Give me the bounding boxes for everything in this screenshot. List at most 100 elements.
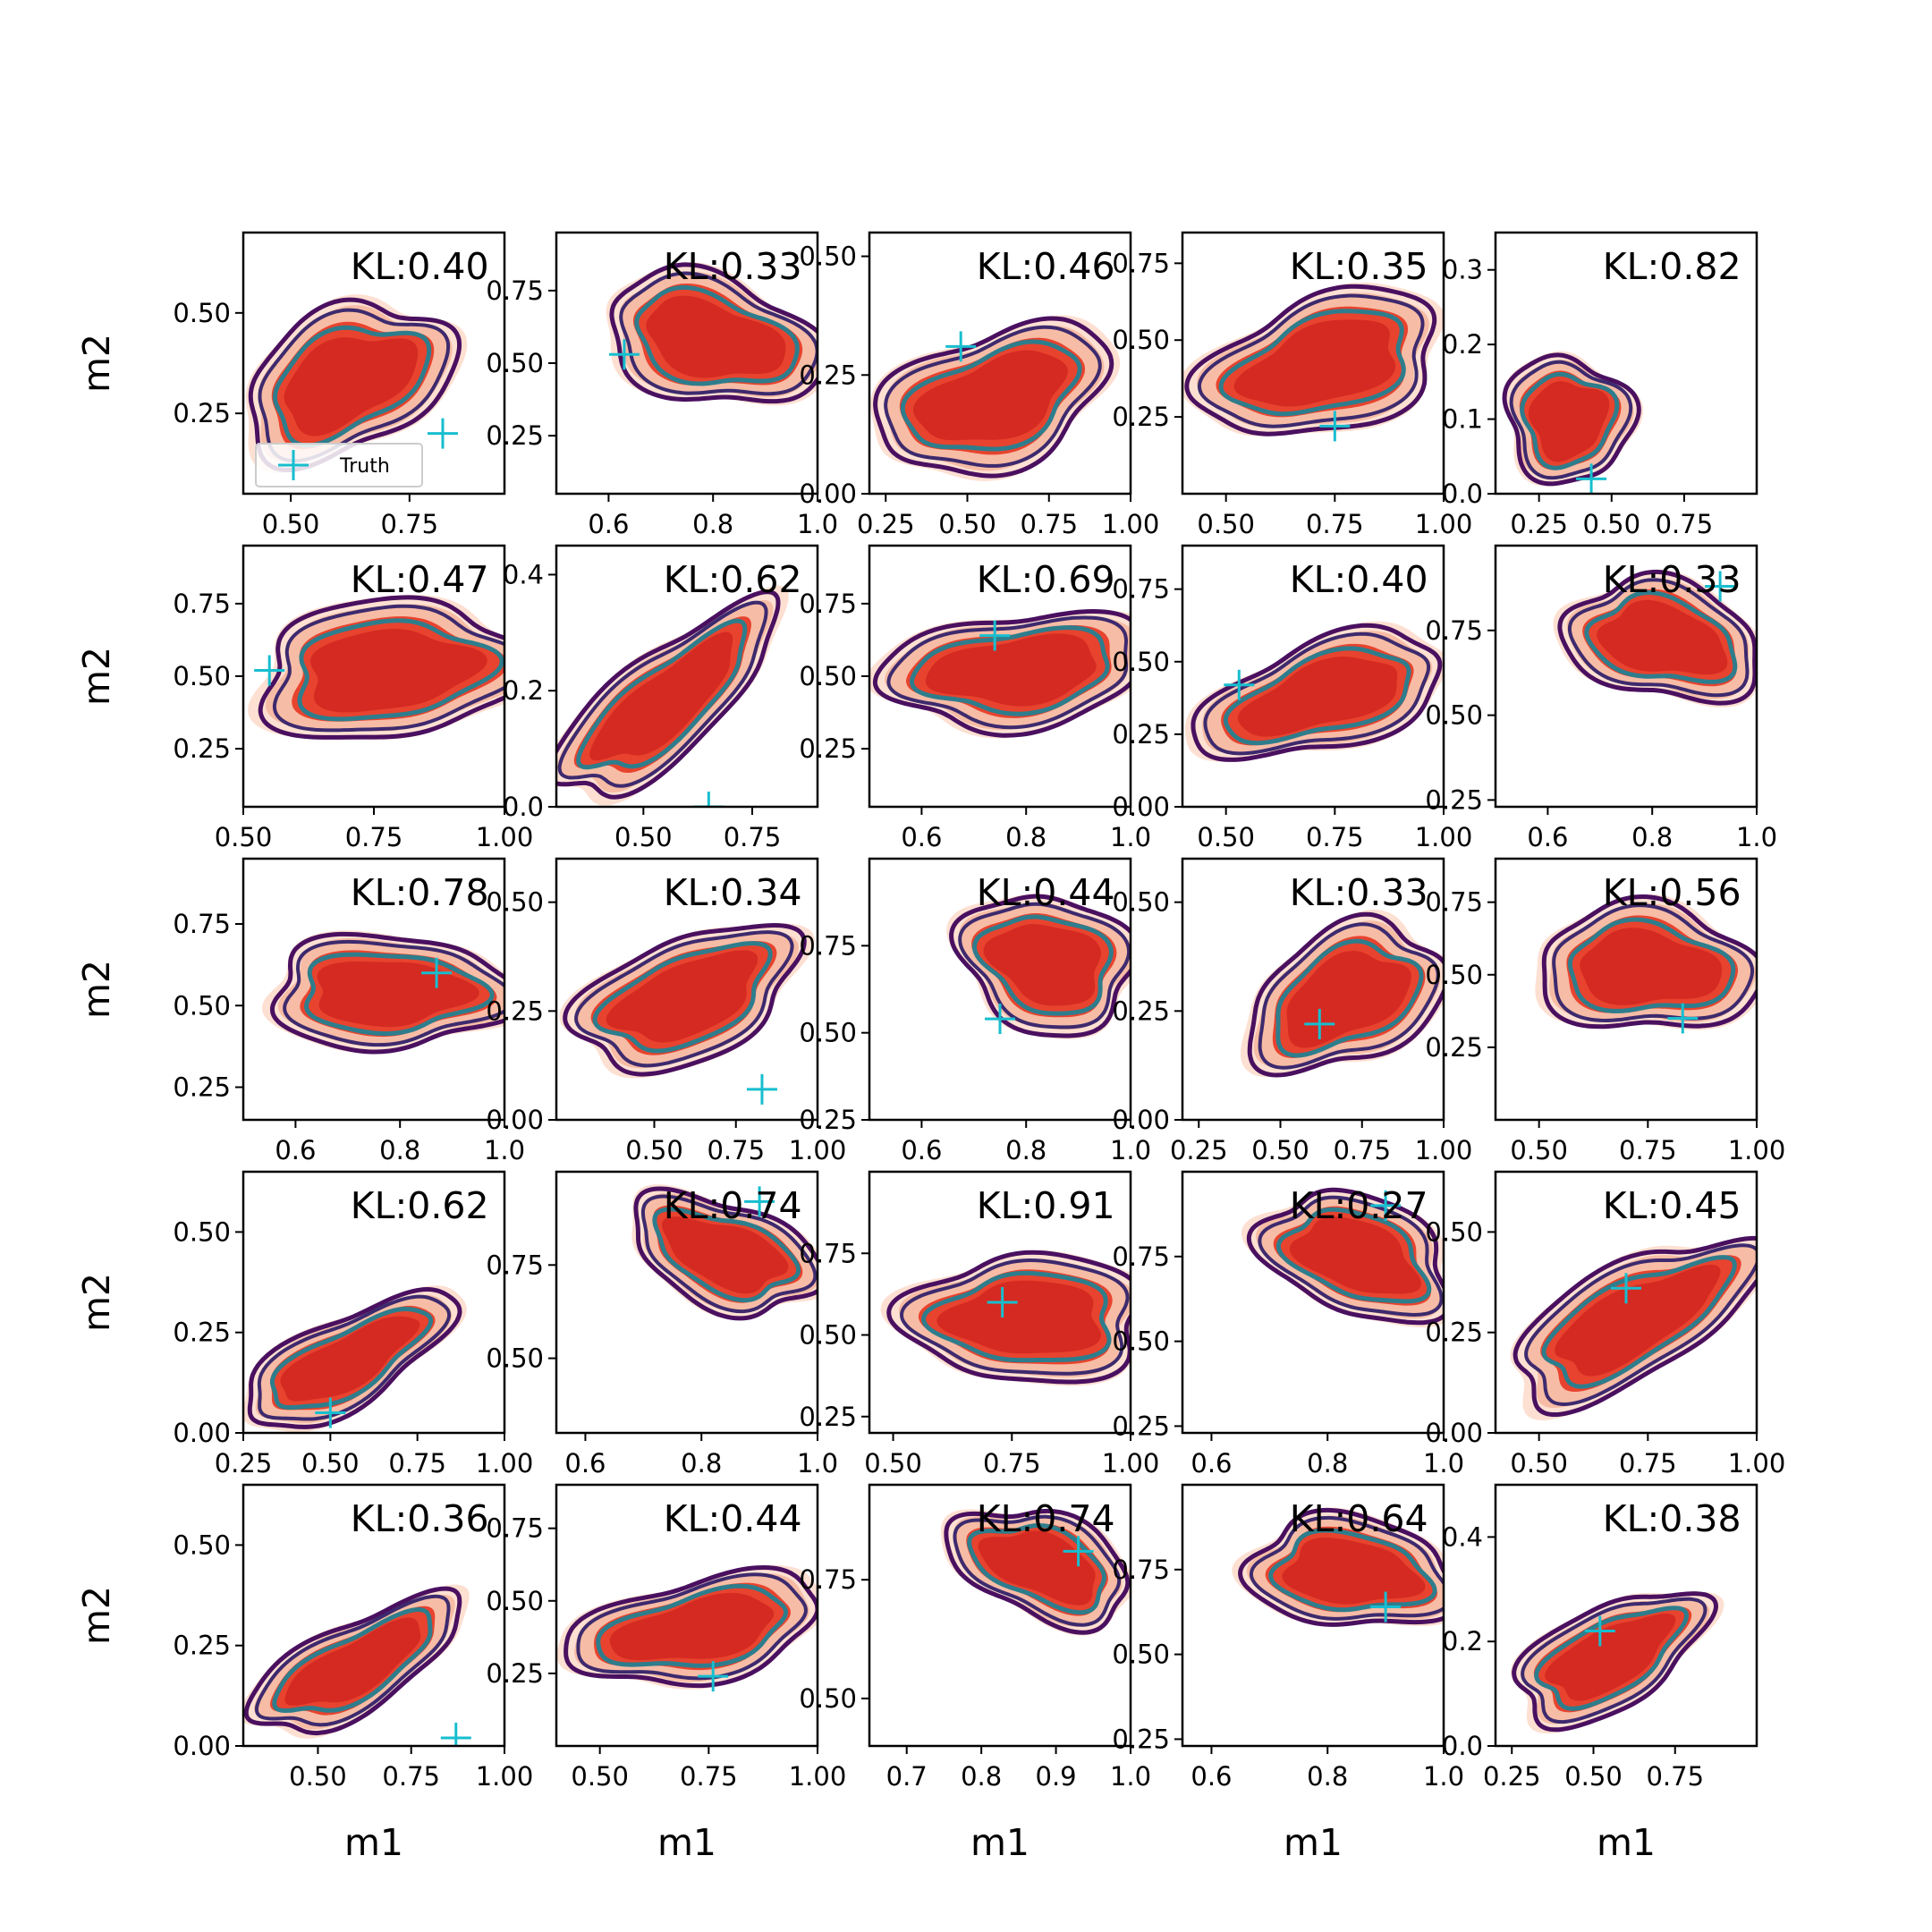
panel-4-4: 0.6 0.8 1.0 0.25 0.50 0.75 KL:0.27: [1112, 1170, 1464, 1479]
density-fill-inner: [1233, 319, 1396, 407]
contour-line-outer: [563, 922, 807, 1077]
x-tick-label: 0.6: [1191, 1761, 1232, 1792]
axes-frame: [1494, 544, 1758, 809]
y-tick-label: 0.50: [173, 1216, 231, 1247]
kl-divergence-label: KL:0.34: [664, 871, 802, 914]
y-tick-label: 0.75: [1112, 1241, 1170, 1272]
contour-line-outer: [269, 931, 504, 1055]
kl-divergence-label: KL:0.74: [977, 1497, 1115, 1540]
contour-group: [631, 1184, 818, 1321]
axes-frame: [242, 1483, 506, 1748]
kl-divergence-label: KL:0.33: [1603, 558, 1741, 601]
contour-line-mid: [1524, 1243, 1757, 1407]
x-tick-label: 0.75: [680, 1761, 738, 1792]
x-tick-label: 1.00: [476, 1448, 534, 1479]
contour-group: [556, 1564, 818, 1690]
contour-line-inner: [596, 1583, 789, 1668]
x-tick-label: 0.50: [262, 509, 320, 539]
truth-marker: [1370, 1591, 1402, 1623]
truth-marker: [746, 1073, 777, 1105]
x-axis-label: m1: [1597, 1821, 1656, 1864]
kl-divergence-label: KL:0.40: [1290, 558, 1428, 601]
legend: Truth: [255, 443, 423, 487]
contour-line-outer: [633, 1186, 818, 1321]
x-tick-label: 1.00: [476, 822, 534, 852]
legend-label: Truth: [339, 455, 390, 478]
y-tick-label: 0.25: [486, 420, 544, 451]
y-tick-label: 0.75: [486, 1513, 544, 1544]
axes-frame: [242, 1170, 506, 1435]
y-tick-label: 0.2: [1442, 1626, 1483, 1657]
x-tick-label: 1.00: [789, 1135, 847, 1165]
panel-3-3: 0.6 0.8 1.0 0.25 0.50 0.75 KL:0.44: [799, 857, 1151, 1165]
panel-1-2: 0.6 0.8 1.0 0.25 0.50 0.75 KL:0.33: [486, 231, 838, 539]
y-tick-label: 0.50: [173, 990, 231, 1021]
y-tick-label: 0.25: [1112, 996, 1170, 1026]
y-tick-label: 0.0: [1442, 479, 1483, 509]
y-tick-label: 0.50: [486, 887, 544, 918]
density-fill-inner: [609, 1592, 775, 1661]
x-tick-label: 0.75: [1306, 509, 1364, 539]
x-tick-label: 0.8: [1307, 1448, 1348, 1479]
y-tick-label: 0.00: [173, 1418, 231, 1448]
x-tick-label: 0.8: [1005, 822, 1046, 852]
density-fill-inner: [606, 950, 758, 1043]
x-tick-label: 0.75: [1306, 822, 1364, 852]
y-tick-label: 0.50: [1112, 1326, 1170, 1357]
x-tick-label: 0.50: [1564, 1761, 1623, 1792]
contour-group: [248, 594, 504, 741]
contour-line-mid: [557, 600, 768, 788]
kl-divergence-label: KL:0.36: [351, 1497, 489, 1540]
contour-group: [243, 1584, 470, 1739]
y-tick-label: 0.25: [1112, 402, 1170, 432]
contour-line-mid: [958, 902, 1131, 1030]
x-tick-label: 0.50: [1510, 1448, 1568, 1479]
y-axis-label: m2: [75, 1273, 118, 1332]
kl-divergence-label: KL:0.35: [1290, 245, 1428, 288]
y-axis-label: m2: [75, 647, 118, 706]
truth-marker: [315, 1397, 346, 1428]
x-tick-label: 0.8: [692, 509, 733, 539]
x-tick-label: 0.50: [1197, 822, 1255, 852]
contour-group: [870, 315, 1121, 481]
axes-frame: [1181, 231, 1445, 496]
contour-line-inner: [1268, 1528, 1437, 1613]
y-tick-label: 0.50: [1112, 887, 1170, 918]
y-tick-label: 0.75: [799, 930, 857, 961]
contour-line-outer: [1246, 1187, 1444, 1326]
x-tick-label: 1.00: [1415, 822, 1473, 852]
y-tick-label: 0.25: [1112, 719, 1170, 750]
kl-divergence-label: KL:0.91: [977, 1184, 1115, 1227]
truth-marker: [987, 1287, 1018, 1318]
contour-group: [940, 1508, 1131, 1636]
x-tick-label: 0.25: [857, 509, 915, 539]
axes-frame: [868, 231, 1132, 496]
y-tick-label: 0.50: [1112, 647, 1170, 677]
kl-divergence-label: KL:0.74: [664, 1184, 802, 1227]
x-tick-label: 0.75: [1020, 509, 1078, 539]
kl-divergence-label: KL:0.44: [664, 1497, 802, 1540]
contour-line-outer: [944, 1508, 1131, 1635]
x-tick-label: 0.50: [1251, 1135, 1309, 1165]
truth-marker: [698, 1661, 729, 1692]
contour-line-mid: [884, 325, 1102, 468]
y-tick-label: 0.50: [799, 1018, 857, 1048]
kl-divergence-label: KL:0.47: [351, 558, 489, 601]
y-tick-label: 0.75: [799, 1564, 857, 1595]
density-fill-inner: [646, 295, 786, 378]
contour-line-mid: [1509, 360, 1633, 480]
x-tick-label: 0.50: [301, 1448, 360, 1479]
axes-frame: [242, 857, 506, 1122]
contour-group: [880, 1250, 1131, 1386]
axes-frame: [555, 1483, 819, 1748]
x-tick-label: 1.0: [1110, 1761, 1151, 1792]
y-tick-label: 0.0: [1442, 1731, 1483, 1761]
density-fill-inner: [983, 924, 1101, 1006]
axes-frame: [555, 544, 819, 809]
kl-divergence-label: KL:0.69: [977, 558, 1115, 601]
panel-5-1: 0.50 0.75 1.00 0.00 0.25 0.50 KL:0.36 m2 m1: [75, 1483, 533, 1864]
contour-line-mid: [619, 271, 818, 396]
truth-marker: [979, 620, 1011, 651]
y-tick-label: 0.75: [1112, 1555, 1170, 1585]
